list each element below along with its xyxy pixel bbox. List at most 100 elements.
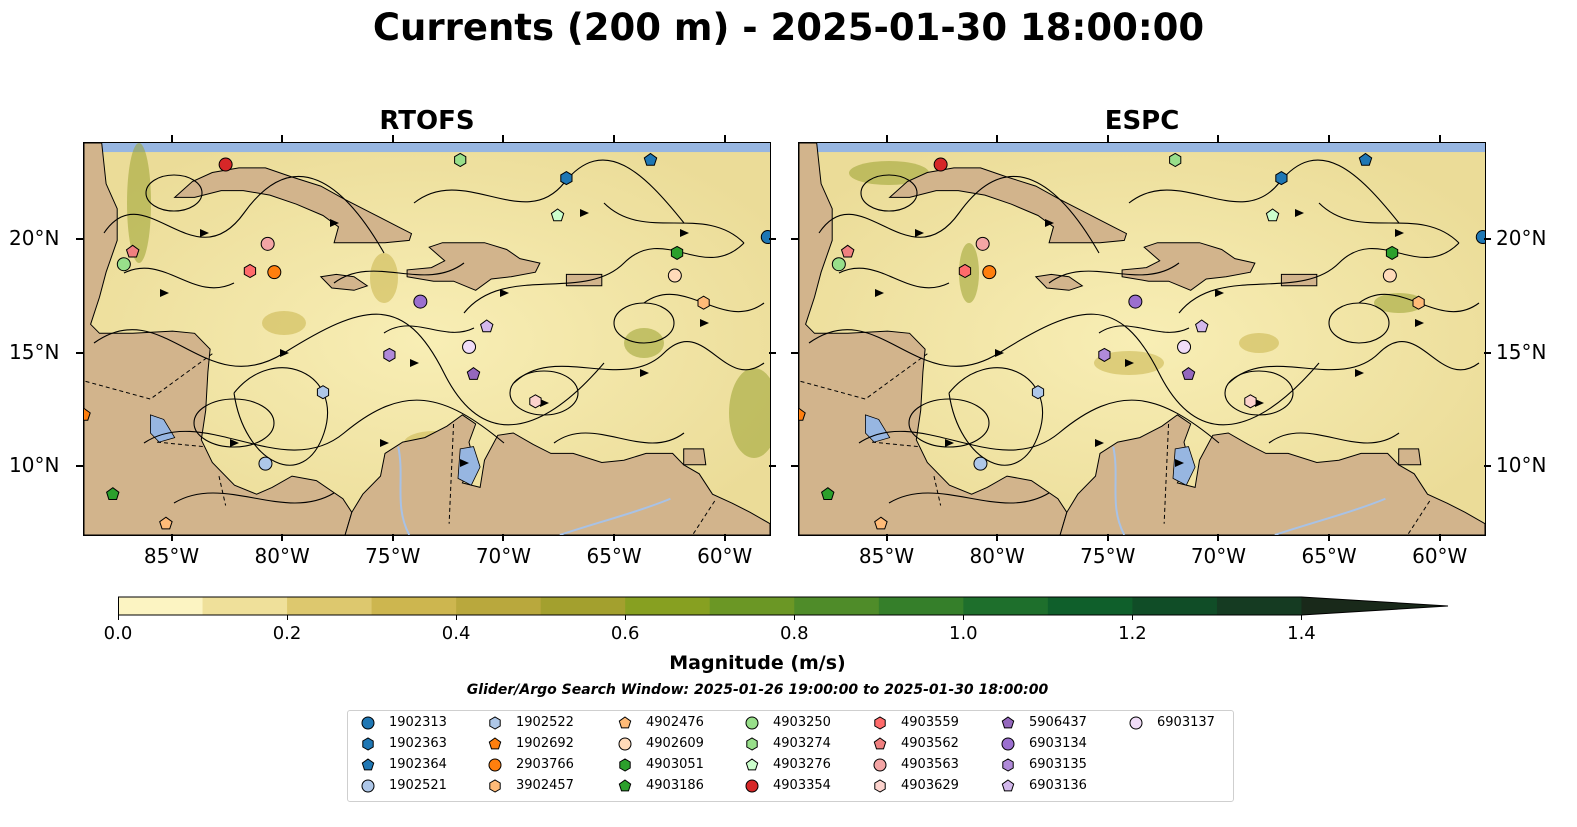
map-panel-rtofs (83, 142, 771, 536)
rtofs-float-marker-5906437 (466, 366, 481, 380)
legend-label: 4902609 (646, 736, 704, 751)
rtofs-streamline (173, 492, 335, 504)
rtofs-float-marker-4903563 (260, 236, 275, 251)
rtofs-float-marker-4903250 (116, 257, 131, 272)
lon-tick-label: 85°W (143, 544, 200, 568)
rtofs-streamline-arrow (410, 359, 419, 367)
rtofs-float-marker-1902521 (258, 456, 273, 471)
lat-tick-label: 10°N (9, 453, 60, 478)
rtofs-streamline-arrow (640, 369, 649, 377)
espc-streamline-arrow (1125, 359, 1134, 367)
rtofs-streamline (333, 262, 465, 284)
lon-tick-mark-top (281, 135, 284, 142)
rtofs-rivers (397, 446, 671, 535)
rtofs-streamline (383, 325, 475, 334)
legend-label: 4903354 (773, 778, 831, 793)
rtofs-south-america-land (344, 414, 770, 535)
espc-country-borders (799, 353, 1431, 535)
lon-tick-mark-top (885, 135, 888, 142)
legend-marker-icon (1001, 737, 1015, 751)
colorbar-title: Magnitude (m/s) (669, 652, 846, 674)
colorbar-tick-label: 1.4 (1287, 623, 1316, 644)
rtofs-speed-patch (262, 311, 306, 335)
lon-tick-mark-top (723, 135, 726, 142)
colorbar-tick-label: 0.0 (103, 623, 133, 644)
espc-float-marker-6903137 (1177, 339, 1192, 354)
espc-streamline-arrow (875, 289, 884, 297)
colorbar-tick-label: 1.0 (949, 623, 978, 644)
legend-marker-icon (1001, 716, 1015, 729)
lon-tick-mark (1217, 534, 1220, 541)
colorbar-segment (287, 597, 373, 615)
rtofs-float-marker-4903559 (243, 263, 257, 279)
espc-streamline (808, 313, 1320, 426)
espc-streamline (1228, 341, 1480, 384)
legend-label: 4903562 (901, 736, 959, 751)
legend-label: 1902313 (389, 715, 447, 730)
colorbar-tick-label: 0.6 (610, 623, 640, 644)
colorbar-segment (1047, 597, 1133, 615)
espc-eddy-streamline (908, 398, 990, 448)
espc-map-canvas (799, 143, 1485, 535)
espc-streamline (1178, 242, 1460, 314)
rtofs-streamline-arrow (460, 459, 469, 467)
rtofs-float-marker-1902363 (560, 171, 573, 186)
rtofs-float-marker-4902476 (159, 516, 173, 530)
rtofs-float-marker-6903134 (413, 294, 428, 309)
search-window-text: Glider/Argo Search Window: 2025-01-26 19… (466, 682, 1049, 698)
espc-streamline (1268, 432, 1400, 444)
rtofs-streamline-arrow (200, 229, 209, 237)
legend-label: 4903186 (646, 778, 704, 793)
rtofs-eddy-streamline (145, 174, 203, 212)
espc-south-america-land (1059, 414, 1485, 535)
rtofs-streamline-arrow (280, 349, 289, 357)
lat-tick-mark (1484, 351, 1491, 354)
espc-streamline (948, 367, 1044, 466)
lat-tick-mark (1484, 238, 1491, 241)
legend-label: 2903766 (516, 757, 574, 772)
rtofs-streamline-arrow (330, 219, 339, 227)
espc-float-marker-4903563 (975, 236, 990, 251)
espc-float-marker-4903629 (1244, 394, 1257, 409)
rtofs-eddy-streamline (613, 302, 675, 344)
espc-streamline-arrow (1095, 439, 1104, 447)
lon-tick-label: 75°W (1080, 544, 1136, 568)
colorbar (118, 596, 1449, 616)
espc-float-marker-4902476 (874, 516, 888, 530)
rtofs-streamline (603, 202, 745, 244)
espc-lake-maracaibo (1172, 446, 1196, 486)
espc-streamline (838, 267, 950, 289)
legend-marker-icon (1002, 758, 1014, 772)
lon-tick-mark (613, 534, 616, 541)
espc-speed-patch (849, 161, 929, 185)
espc-lake-nicaragua (865, 414, 891, 443)
rtofs-speed-patch (127, 143, 151, 263)
lon-tick-label: 75°W (365, 544, 421, 568)
legend-label: 6903136 (1029, 778, 1087, 793)
colorbar-segment (371, 597, 457, 615)
espc-float-marker-2903766 (982, 265, 997, 280)
rtofs-streamline (123, 267, 235, 289)
lat-tick-mark (769, 238, 776, 241)
legend-marker-icon (873, 737, 887, 750)
colorbar-outline (118, 596, 1449, 616)
rtofs-float-marker-4903274 (454, 152, 467, 168)
colorbar-segment (1216, 597, 1302, 615)
espc-streamline-arrow (1215, 289, 1224, 297)
espc-streamline (1048, 262, 1180, 284)
rtofs-streamline (463, 242, 745, 314)
legend-marker-icon (873, 758, 887, 772)
legend-marker-icon (361, 716, 375, 730)
legend-marker-icon (746, 737, 758, 751)
legend-marker-icon (1129, 716, 1143, 730)
lat-tick-mark (76, 465, 83, 468)
lon-tick-mark-top (613, 135, 616, 142)
colorbar-tick-mark (962, 615, 964, 620)
legend-label: 6903134 (1029, 736, 1087, 751)
lat-tick-label: 20°N (1496, 226, 1547, 251)
rtofs-streamline-arrow (500, 289, 509, 297)
espc-streamline-arrow (1045, 219, 1054, 227)
lat-tick-mark (76, 238, 83, 241)
lat-tick-mark (1484, 465, 1491, 468)
espc-eddy-streamline (1224, 370, 1294, 416)
